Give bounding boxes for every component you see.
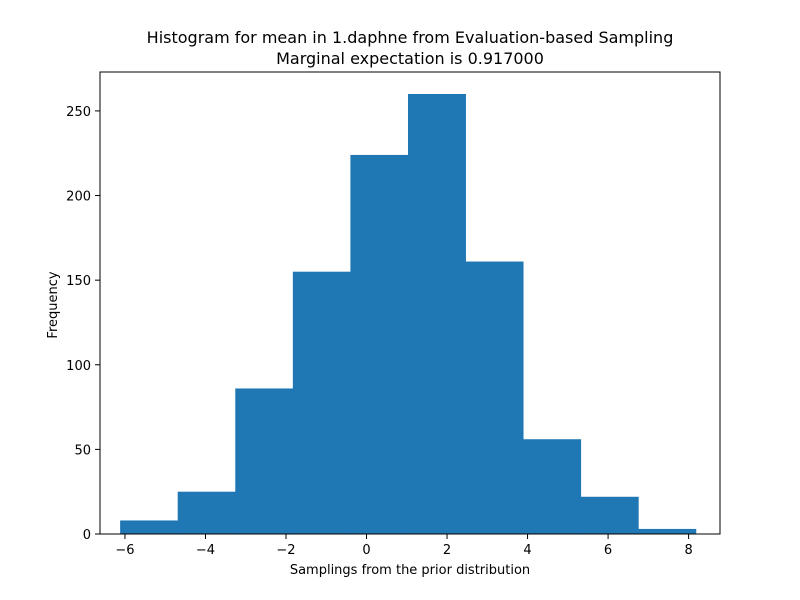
x-tick-label: 8 xyxy=(684,543,692,558)
y-axis-ticks: 0 50 100 150 200 250 xyxy=(66,105,100,543)
histogram-bar xyxy=(235,388,294,534)
histogram-bar xyxy=(120,520,179,534)
histogram-bar xyxy=(523,439,582,534)
histogram-bars xyxy=(120,94,697,534)
chart-subtitle: Marginal expectation is 0.917000 xyxy=(276,49,544,68)
x-tick-label: −4 xyxy=(196,543,215,558)
y-axis-label: Frequency xyxy=(46,271,61,338)
plot-frame xyxy=(99,71,721,535)
y-tick-label: 200 xyxy=(66,190,91,205)
x-axis-ticks: −6 −4 −2 0 2 4 6 8 xyxy=(115,534,693,558)
chart-title: Histogram for mean in 1.daphne from Eval… xyxy=(147,28,674,47)
x-tick-label: 2 xyxy=(443,543,451,558)
y-tick-label: 250 xyxy=(66,105,91,120)
x-axis-label: Samplings from the prior distribution xyxy=(290,563,530,578)
x-tick-label: 4 xyxy=(523,543,531,558)
y-tick-label: 150 xyxy=(66,274,91,289)
histogram-bar xyxy=(407,94,466,534)
x-tick-label: −2 xyxy=(276,543,295,558)
histogram-bar xyxy=(292,271,351,534)
y-tick-label: 100 xyxy=(66,359,91,374)
x-tick-label: −6 xyxy=(115,543,134,558)
histogram-bar xyxy=(177,491,236,534)
histogram-bar xyxy=(580,496,639,534)
histogram-bar xyxy=(350,154,409,534)
histogram-bar xyxy=(465,261,524,534)
y-tick-label: 50 xyxy=(74,443,91,458)
x-tick-label: 6 xyxy=(604,543,612,558)
histogram-bar xyxy=(638,528,697,534)
x-tick-label: 0 xyxy=(362,543,370,558)
y-tick-label: 0 xyxy=(83,528,91,543)
